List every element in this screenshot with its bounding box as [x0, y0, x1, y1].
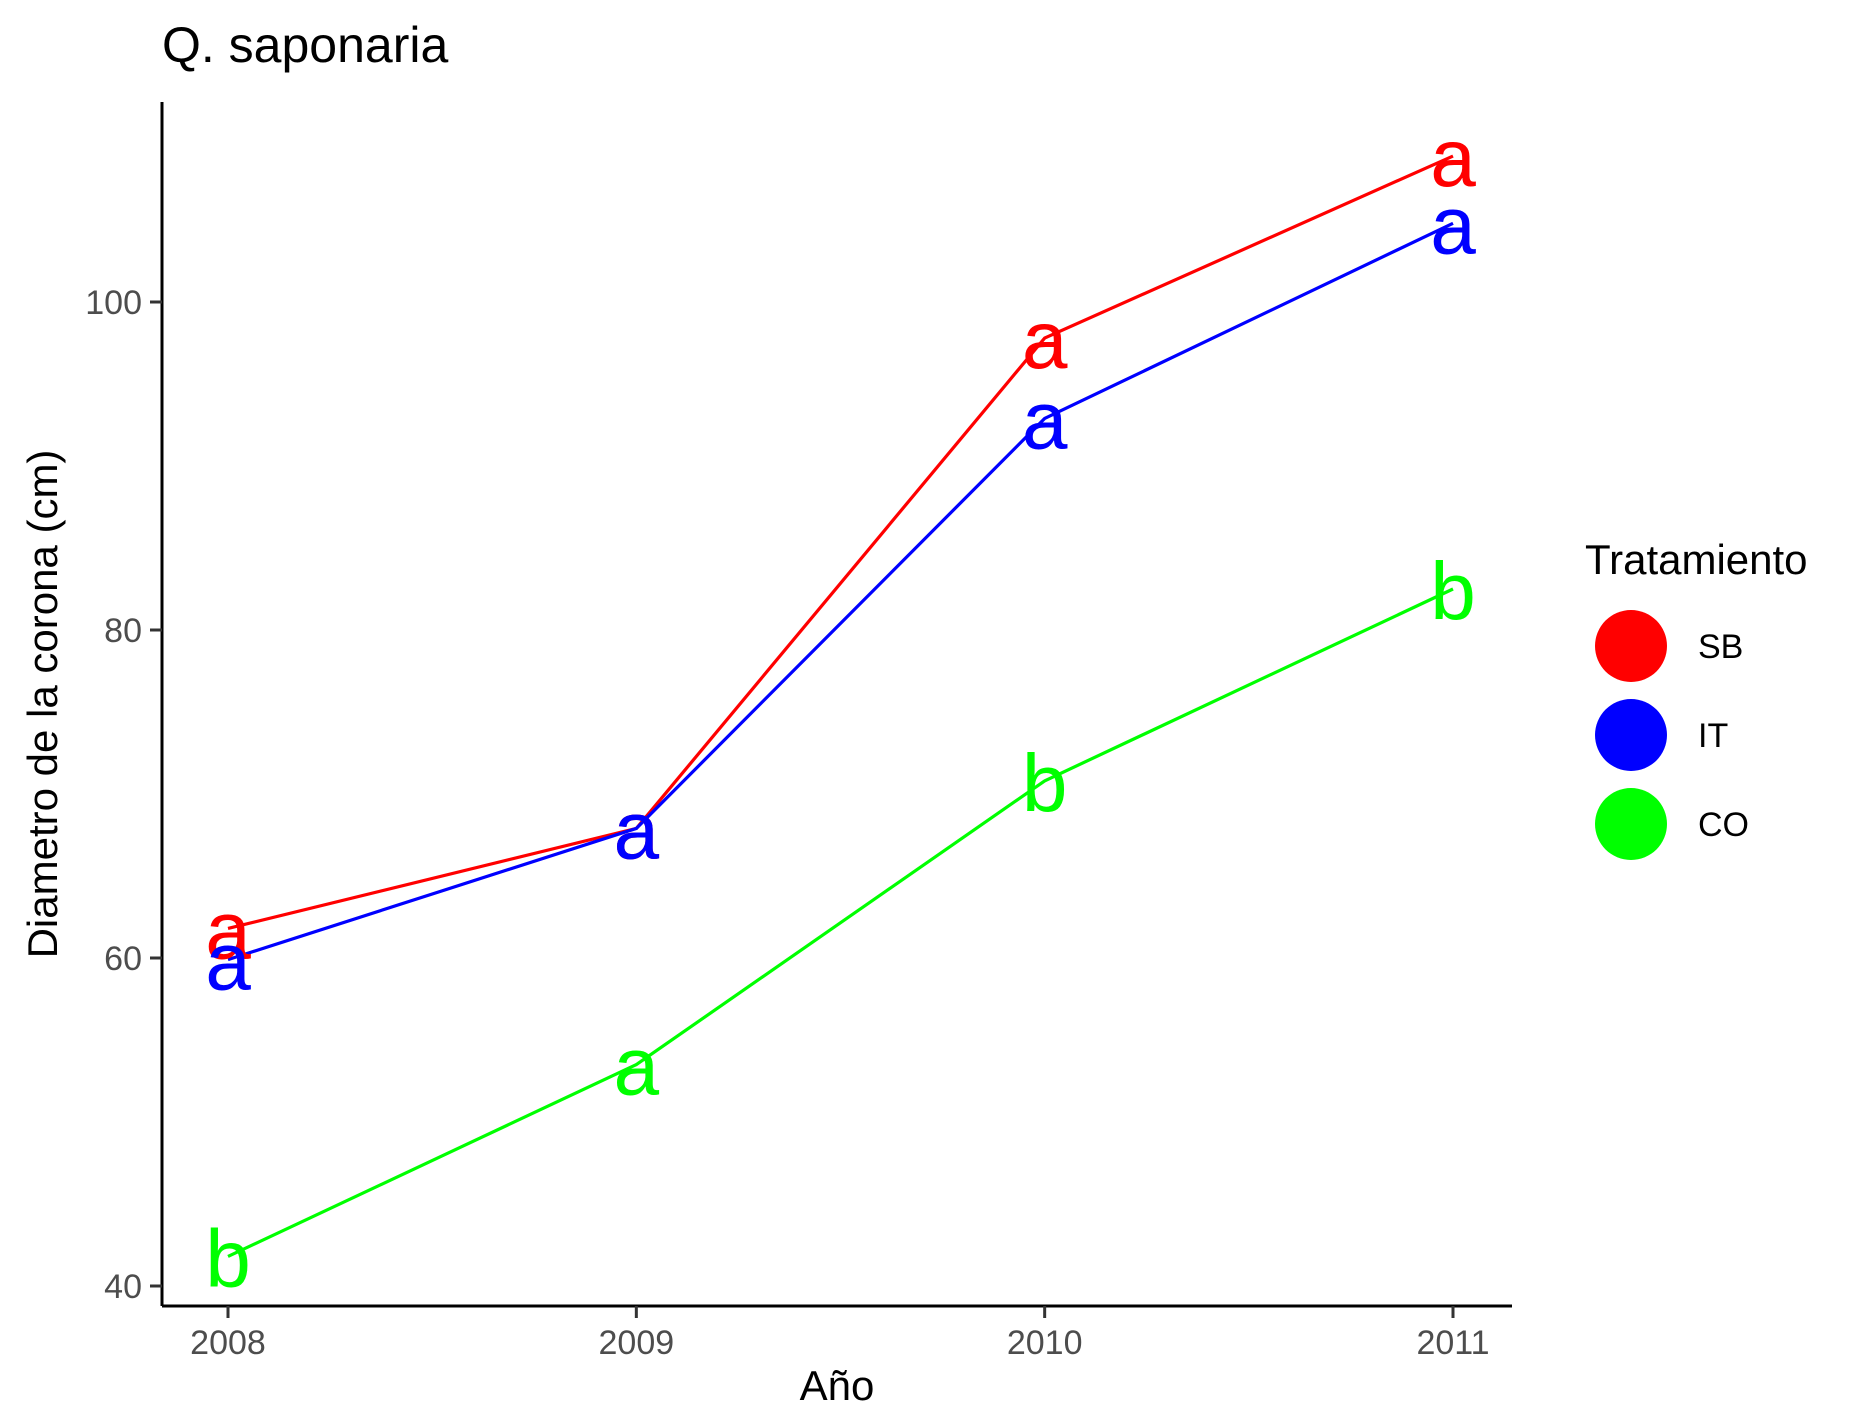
point-label-it: a [1022, 375, 1068, 466]
legend-swatch-it [1595, 699, 1667, 771]
point-label-co: b [205, 1213, 251, 1304]
point-label-sb: a [614, 785, 660, 876]
point-label-sb: a [1022, 295, 1068, 386]
point-label-it: a [205, 917, 251, 1008]
legend-swatch-co [1595, 788, 1667, 860]
point-label-it: a [614, 785, 660, 876]
y-ticks: 40 60 80 100 [85, 284, 162, 1306]
x-tick-label: 2011 [1416, 1324, 1489, 1362]
x-ticks: 2008 2009 2010 2011 [190, 1306, 1490, 1362]
legend-label-it: IT [1698, 717, 1728, 755]
chart-title: Q. saponaria [162, 17, 448, 73]
point-label-it: a [1430, 180, 1476, 271]
y-tick-label: 40 [104, 1268, 142, 1306]
point-label-sb: a [1430, 113, 1476, 204]
series-line-co [227, 587, 1454, 1258]
point-label-co: a [614, 1022, 660, 1113]
x-axis-title: Año [800, 1362, 875, 1409]
legend: Tratamiento SB IT CO [1585, 536, 1808, 860]
x-tick-label: 2008 [190, 1324, 266, 1362]
legend-entries: SB IT CO [1595, 610, 1749, 860]
legend-swatch-sb [1595, 610, 1667, 682]
point-label-co: b [1022, 738, 1068, 829]
series-line-it [227, 221, 1454, 962]
series-lines [227, 154, 1454, 1258]
y-tick-label: 100 [85, 284, 142, 322]
y-tick-label: 80 [104, 612, 142, 650]
legend-label-co: CO [1698, 806, 1749, 844]
point-label-sb: a [205, 885, 251, 976]
legend-label-sb: SB [1698, 628, 1743, 666]
legend-title: Tratamiento [1585, 536, 1808, 583]
y-axis-title: Diametro de la corona (cm) [19, 450, 66, 959]
x-tick-label: 2010 [1007, 1324, 1083, 1362]
series-line-sb [227, 154, 1454, 931]
y-tick-label: 60 [104, 940, 142, 978]
x-tick-label: 2009 [599, 1324, 675, 1362]
point-label-co: b [1430, 546, 1476, 637]
